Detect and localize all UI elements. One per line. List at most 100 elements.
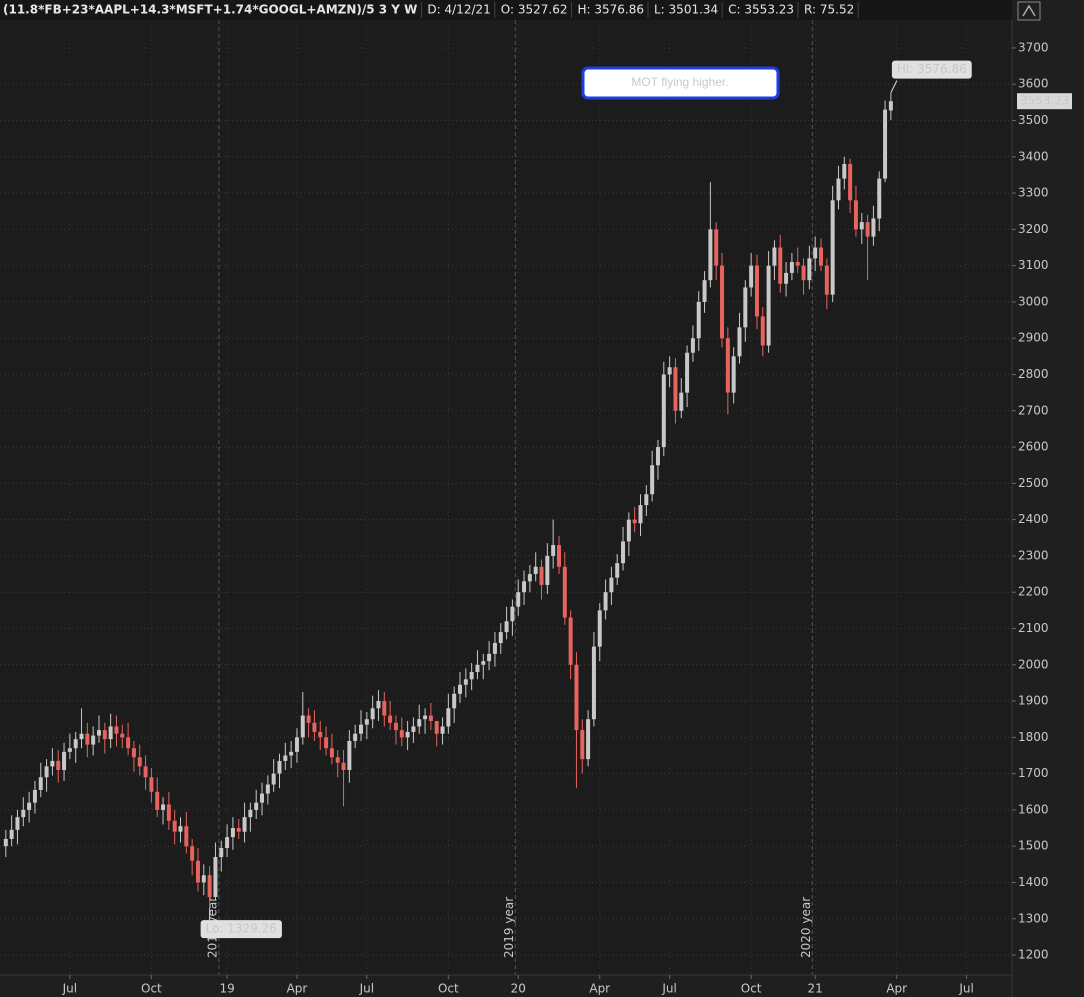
candle-body — [73, 739, 78, 749]
candle-body — [329, 748, 334, 758]
candle-body — [609, 577, 614, 593]
y-tick-label: 1400 — [1018, 875, 1049, 889]
x-tick-label: 19 — [219, 982, 234, 996]
candle-body — [877, 178, 882, 219]
candle-body — [824, 265, 829, 295]
candle-body — [219, 848, 224, 858]
candle-body — [551, 545, 556, 556]
y-tick-label: 2500 — [1018, 476, 1049, 490]
y-tick-label: 1900 — [1018, 694, 1049, 708]
candle-body — [289, 751, 294, 756]
plot: 1200 1300 1400 1500 1600 1700 1800 1900 2000 2100… — [0, 20, 1049, 996]
candle-body — [591, 646, 596, 720]
y-tick-label: 2700 — [1018, 403, 1049, 417]
candle-body — [335, 757, 340, 763]
candle-body — [300, 715, 305, 738]
candle-body — [749, 265, 754, 288]
candle-body — [56, 760, 61, 770]
candle-body — [440, 726, 445, 734]
x-tick-label: 21 — [808, 982, 823, 996]
candle-body — [91, 735, 96, 745]
candle-body — [487, 653, 492, 662]
y-tick-label: 3200 — [1018, 222, 1049, 236]
y-tick-label: 1300 — [1018, 911, 1049, 925]
x-tick-label: Oct — [141, 982, 162, 996]
candle-body — [819, 247, 824, 266]
candle-body — [766, 265, 771, 346]
y-tick-label: 1600 — [1018, 802, 1049, 816]
candle-body — [446, 708, 451, 727]
candle-body — [195, 860, 200, 883]
candle-body — [67, 748, 72, 752]
y-tick-label: 1500 — [1018, 839, 1049, 853]
header-close: C: 3553.23 — [728, 3, 794, 17]
y-tick-label: 1800 — [1018, 730, 1049, 744]
candle-body — [615, 563, 620, 578]
candle-body — [27, 802, 32, 810]
candle-body — [341, 762, 346, 770]
candle-body — [685, 352, 690, 393]
candle-body — [201, 875, 206, 883]
candle-body — [225, 837, 230, 849]
candle-body — [690, 338, 695, 353]
candle-body — [836, 178, 841, 201]
candle-body — [131, 748, 136, 758]
candle-body — [778, 247, 783, 284]
candle-body — [888, 101, 893, 111]
candle-body — [731, 356, 736, 393]
candle-body — [62, 751, 67, 770]
header-bar — [0, 0, 1012, 20]
candle-body — [626, 519, 631, 542]
header-symbol: (11.8*FB+23*AAPL+14.3*MSFT+1.74*GOOGL+AM… — [3, 3, 417, 17]
candle-body — [108, 726, 113, 740]
candle-body — [318, 731, 323, 738]
last-price-box — [1017, 93, 1072, 110]
candle-body — [813, 247, 818, 259]
candle-body — [230, 828, 235, 838]
header-high: H: 3576.86 — [577, 3, 644, 17]
candle-body — [673, 367, 678, 411]
candle-body — [161, 804, 166, 810]
lo-label: Lo: 1329.26 — [206, 922, 277, 936]
candle-body — [504, 621, 509, 633]
candle-body — [527, 574, 532, 582]
candle-body — [353, 733, 358, 741]
candle-body — [632, 519, 637, 524]
y-tick-label: 1700 — [1018, 766, 1049, 780]
candle-body — [120, 733, 125, 738]
candle-body — [743, 287, 748, 328]
candle-body — [376, 701, 381, 709]
candle-body — [539, 566, 544, 585]
price-axis-panel — [1012, 0, 1084, 997]
y-tick-label: 3300 — [1018, 186, 1049, 200]
candle-body — [545, 555, 550, 585]
candle-body — [580, 730, 585, 760]
candle-body — [44, 766, 49, 778]
candle-body — [830, 200, 835, 295]
candle-body — [795, 262, 800, 266]
candle-body — [114, 726, 119, 734]
settings-icon[interactable] — [1017, 1, 1041, 21]
candle-body — [399, 730, 404, 738]
x-tick-label: Jul — [661, 982, 676, 996]
header-open: O: 3527.62 — [501, 3, 568, 17]
candle-body — [271, 773, 276, 785]
x-tick-label: Jul — [958, 982, 973, 996]
candle-body — [85, 733, 90, 745]
header: (11.8*FB+23*AAPL+14.3*MSFT+1.74*GOOGL+AM… — [0, 0, 1012, 20]
candle-body — [155, 791, 160, 810]
candle-body — [172, 820, 177, 832]
y-tick-label: 3000 — [1018, 294, 1049, 308]
y-tick-label: 2600 — [1018, 440, 1049, 454]
y-tick-label: 3700 — [1018, 40, 1049, 54]
candle-body — [79, 733, 84, 740]
y-tick-label: 3500 — [1018, 113, 1049, 127]
candle-body — [696, 301, 701, 339]
lo-label-box — [200, 920, 282, 939]
last-price-label: 3553.23 — [1020, 94, 1070, 108]
candle-body — [260, 793, 265, 803]
candle-body — [481, 661, 486, 665]
hi-pointer — [890, 80, 898, 93]
candle-body — [725, 338, 730, 393]
candle-body — [242, 817, 247, 832]
